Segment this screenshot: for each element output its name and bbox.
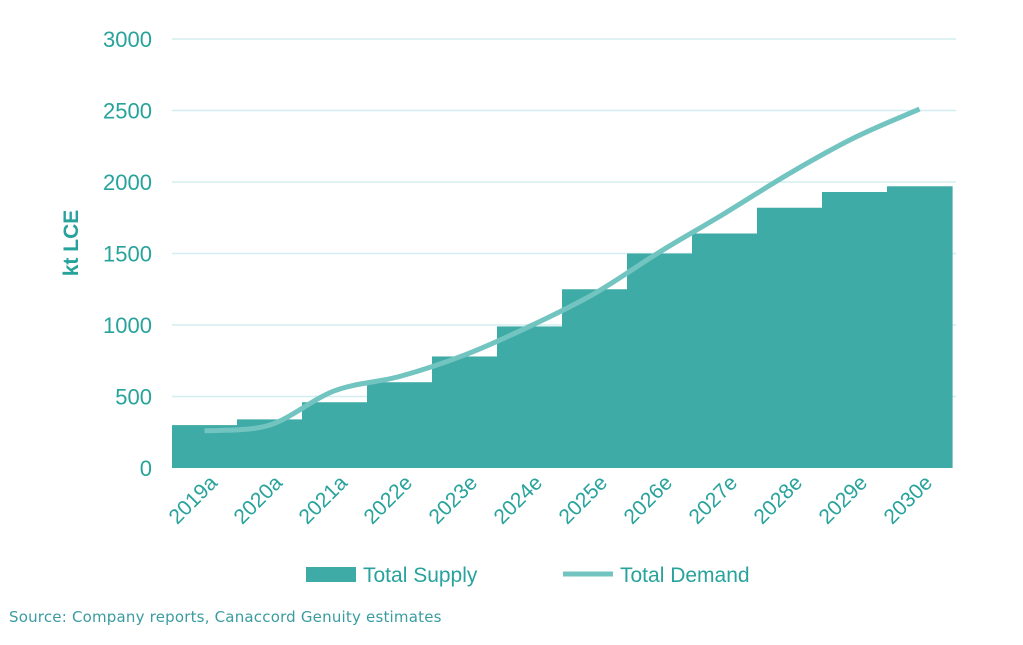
legend-supply-label: Total Supply [363, 564, 478, 587]
legend-demand-label: Total Demand [620, 564, 750, 587]
supply-bar-2023e [432, 356, 498, 468]
x-tick-label: 2022e [359, 471, 417, 529]
legend: Total Supply Total Demand [306, 564, 750, 587]
y-tick-label: 2500 [103, 99, 152, 124]
supply-bar-2024e [497, 326, 563, 468]
x-tick-label: 2026e [619, 471, 677, 529]
y-tick-label: 2000 [103, 170, 152, 195]
x-tick-label: 2024e [489, 471, 547, 529]
legend-supply-swatch [306, 567, 356, 582]
supply-bar-2025e [562, 289, 628, 468]
x-tick-label: 2025e [554, 471, 612, 529]
x-tick-label: 2019a [164, 471, 222, 529]
supply-bar-2022e [367, 382, 433, 468]
x-tick-label: 2021a [294, 471, 352, 529]
y-tick-label: 1000 [103, 313, 152, 338]
supply-bar-2026e [627, 253, 693, 468]
x-tick-label: 2028e [749, 471, 807, 529]
y-axis-ticks: 0 500 1000 1500 2000 2500 3000 [103, 27, 152, 481]
supply-bar-2030e [887, 186, 953, 469]
supply-bar-2021a [302, 402, 368, 468]
x-tick-label: 2027e [684, 471, 742, 529]
lithium-supply-demand-chart: 0 500 1000 1500 2000 2500 3000 2019a 2020a 2021a… [60, 27, 956, 587]
y-tick-label: 1500 [103, 242, 152, 267]
x-tick-label: 2029e [814, 471, 872, 529]
y-tick-label: 3000 [103, 27, 152, 52]
demand-line-path [204, 106, 921, 434]
y-tick-label: 500 [115, 385, 152, 410]
x-axis-ticks: 2019a 2020a 2021a 2022e 2023e 2024e 2025e 2026e… [164, 471, 937, 529]
supply-bars [172, 186, 953, 469]
x-tick-label: 2020a [229, 471, 287, 529]
supply-bar-2028e [757, 207, 823, 469]
x-tick-label: 2030e [879, 471, 937, 529]
demand-line [204, 106, 921, 434]
source-note: Source: Company reports, Canaccord Genui… [9, 608, 442, 626]
y-axis-title: kt LCE [60, 210, 83, 277]
supply-bar-2029e [822, 192, 888, 468]
supply-bar-2027e [692, 233, 758, 468]
x-tick-label: 2023e [424, 471, 482, 529]
y-tick-label: 0 [140, 456, 152, 481]
